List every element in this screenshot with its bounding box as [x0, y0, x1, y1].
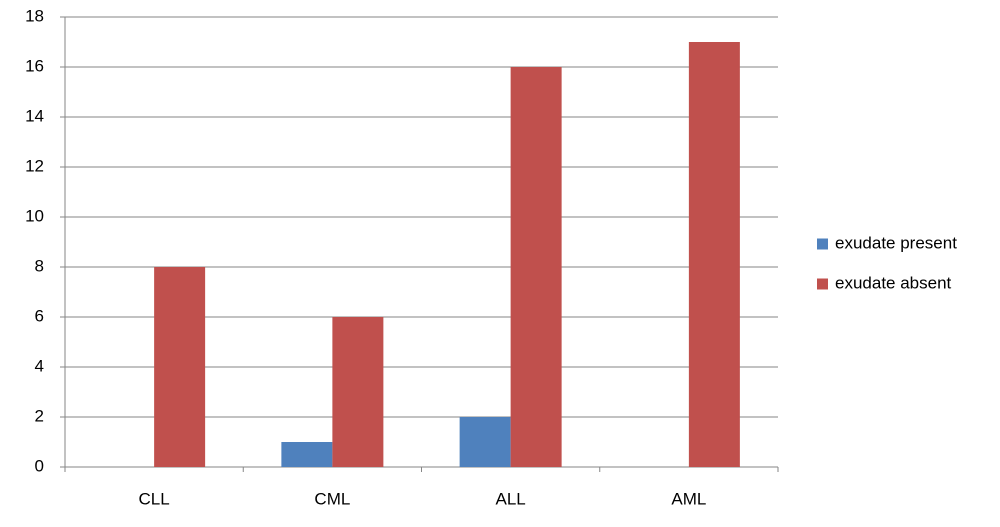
x-tick-label: CLL — [139, 489, 170, 508]
y-tick-label: 14 — [25, 106, 44, 125]
x-tick-label: CML — [314, 489, 350, 508]
bar — [459, 417, 511, 467]
legend-swatch — [817, 278, 828, 290]
x-tick-label: ALL — [496, 489, 526, 508]
y-tick-label: 10 — [25, 206, 44, 225]
y-tick-label: 6 — [35, 306, 44, 325]
legend-label: exudate absent — [835, 273, 952, 292]
y-tick-label: 0 — [35, 456, 44, 475]
y-tick-label: 18 — [25, 6, 44, 25]
bar — [154, 267, 206, 467]
y-tick-label: 12 — [25, 156, 44, 175]
y-tick-label: 8 — [35, 256, 44, 275]
legend-label: exudate present — [835, 233, 957, 252]
y-tick-label: 16 — [25, 56, 44, 75]
y-tick-label: 2 — [35, 406, 44, 425]
legend-swatch — [817, 238, 828, 250]
y-tick-label: 4 — [35, 356, 44, 375]
bar — [510, 67, 562, 467]
x-tick-label: AML — [671, 489, 706, 508]
bar — [281, 442, 333, 467]
bar — [332, 317, 384, 467]
bar — [688, 42, 740, 467]
